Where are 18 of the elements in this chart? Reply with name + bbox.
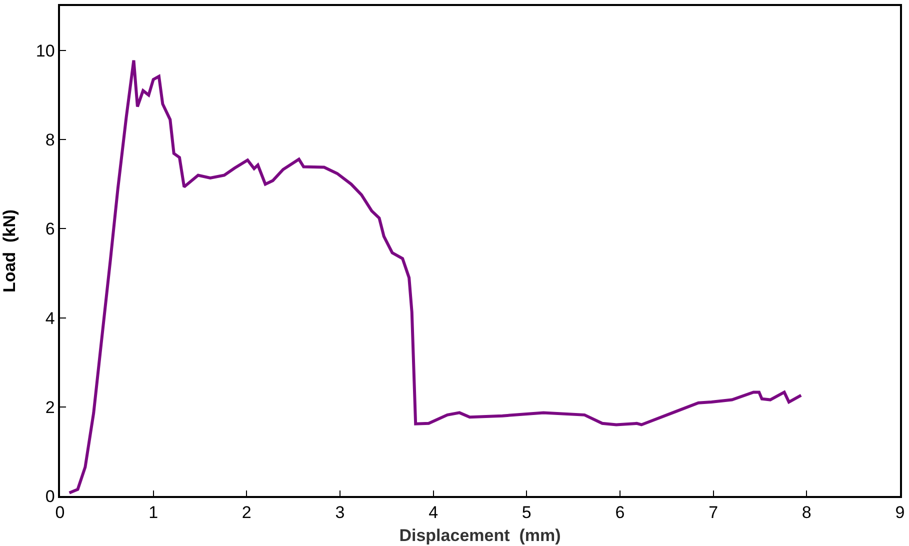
x-tick-label: 7 (708, 503, 718, 522)
x-tick-label: 6 (615, 503, 625, 522)
y-tick-label: 10 (36, 42, 55, 60)
y-tick-label: 2 (45, 398, 55, 417)
x-tick-label: 8 (802, 503, 812, 522)
x-axis-title: Displacement (mm) (399, 526, 561, 546)
x-tick-label: 4 (428, 503, 438, 522)
y-tick-label: 6 (45, 220, 55, 239)
x-tick-label: 2 (242, 503, 252, 522)
x-tick-label: 5 (522, 503, 532, 522)
x-tick-label: 3 (335, 503, 345, 522)
x-tick-label: 9 (895, 503, 905, 522)
line-series (68, 58, 803, 494)
x-tick-label: 1 (148, 503, 158, 522)
y-axis-title: Load (kN) (0, 209, 19, 293)
y-tick-label: 0 (45, 486, 55, 506)
y-tick-label: 8 (45, 130, 55, 150)
y-tick-label: 4 (45, 308, 55, 328)
